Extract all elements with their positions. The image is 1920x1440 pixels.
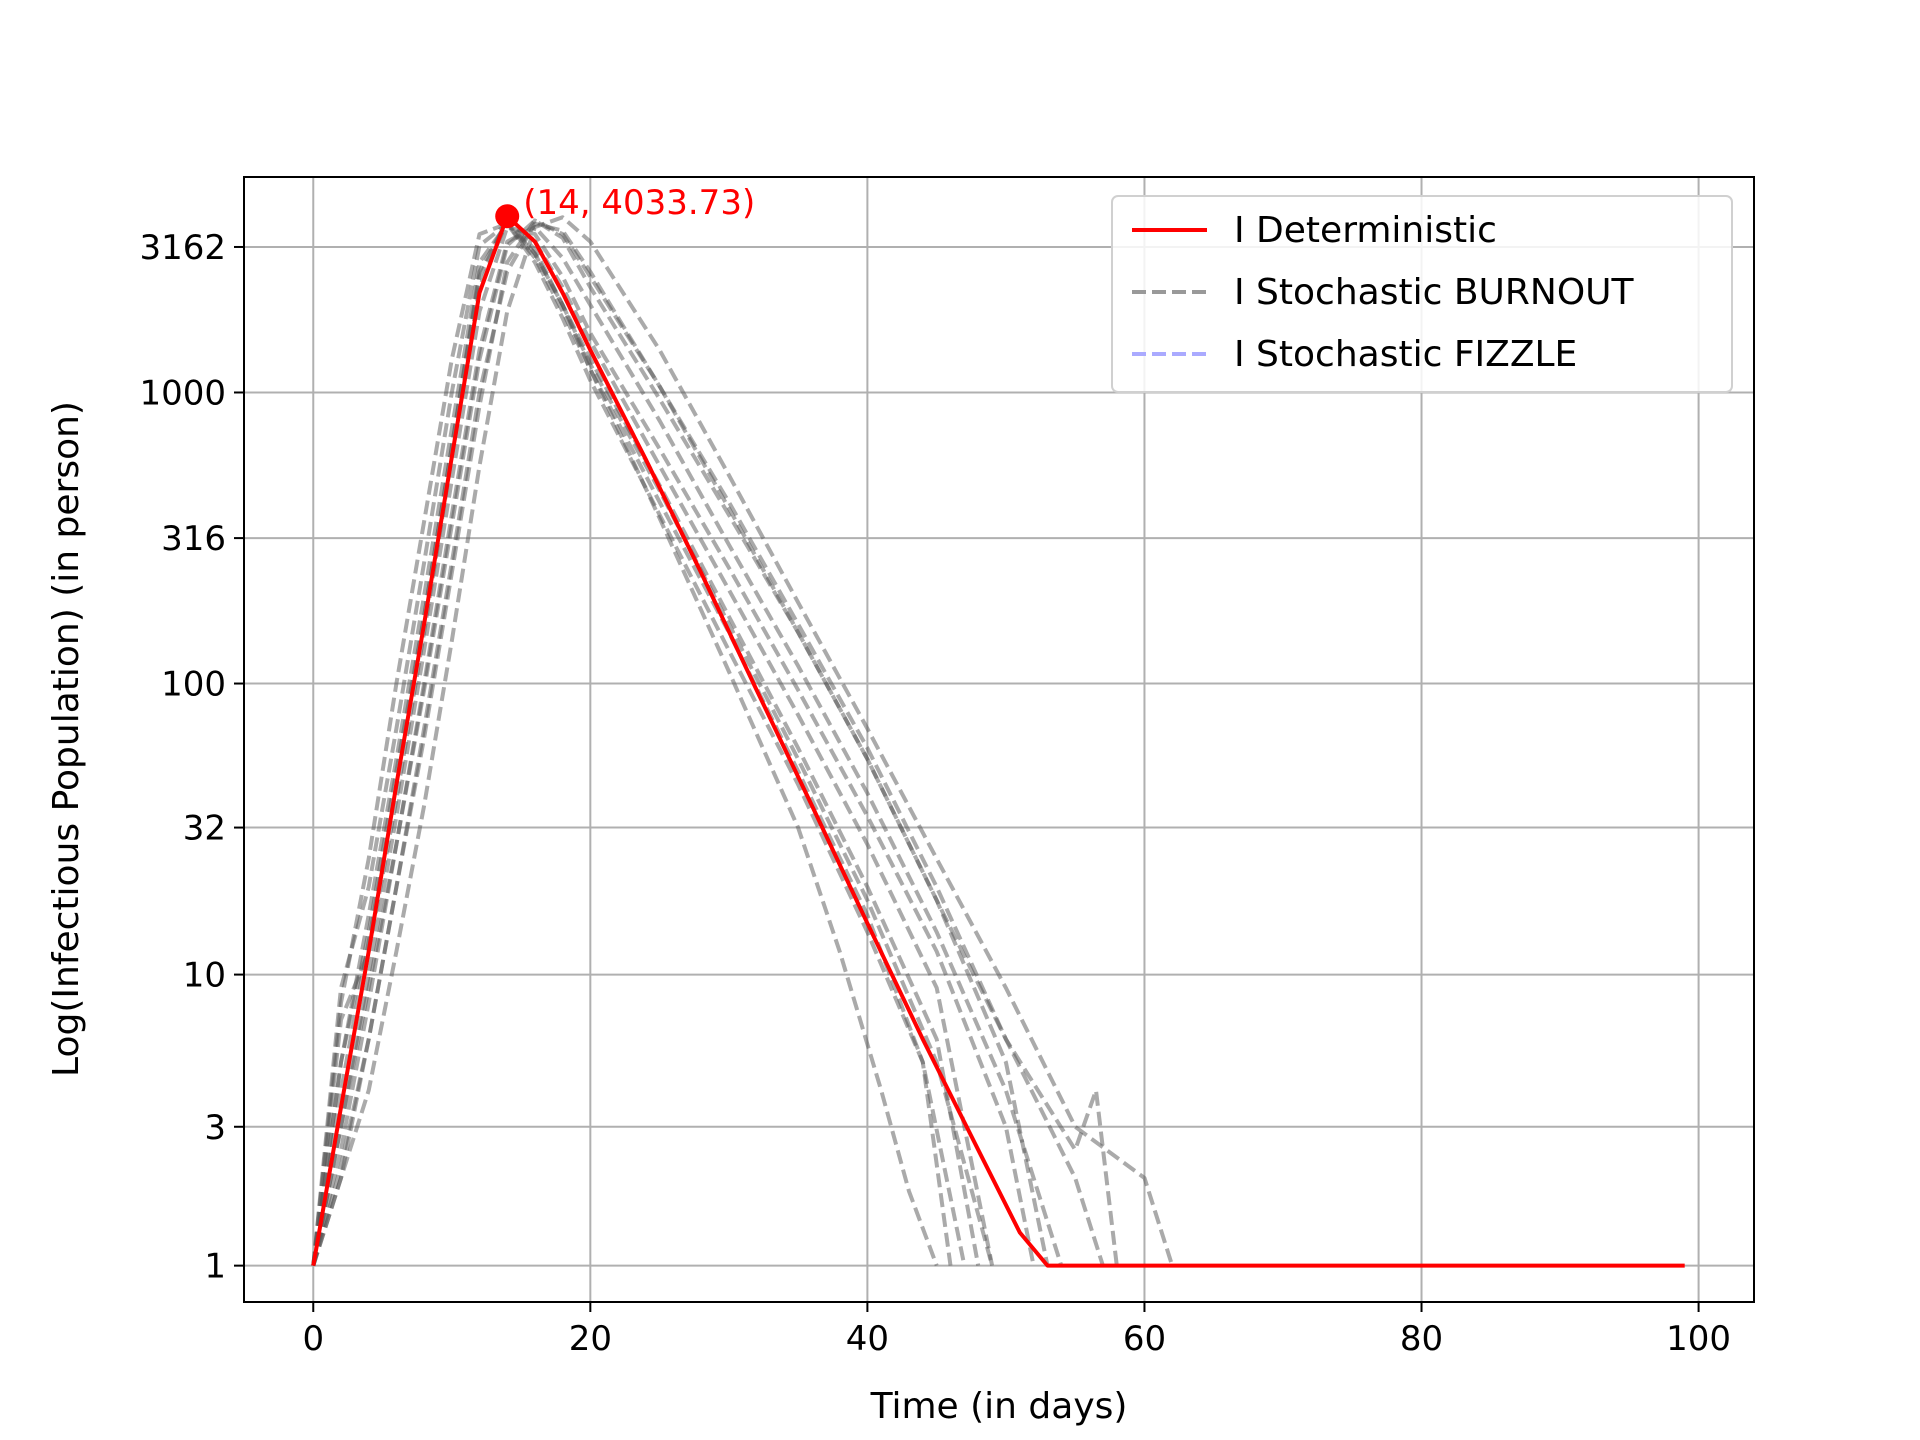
legend: I Deterministic I Stochastic BURNOUT I Sto… (1111, 195, 1733, 393)
stochastic-burnout-line (311, 225, 1064, 1267)
x-axis: 0 20 40 60 80 100 (302, 1302, 1731, 1359)
stochastic-burnout-line (311, 225, 1036, 1266)
grid (244, 177, 1754, 1302)
y-tick-label: 1000 (139, 373, 226, 413)
stochastic-burnout-line (311, 215, 1175, 1267)
series-group (311, 214, 1685, 1268)
y-tick-label: 1 (204, 1247, 226, 1287)
peak-marker (495, 204, 520, 229)
x-axis-label: Time (in days) (870, 1386, 1128, 1427)
legend-box (1111, 195, 1733, 393)
x-tick-label: 100 (1666, 1319, 1731, 1359)
stochastic-burnout-line (311, 221, 995, 1267)
y-tick-label: 316 (161, 519, 226, 559)
legend-entry-label: I Stochastic FIZZLE (1234, 334, 1577, 375)
x-tick-label: 20 (569, 1319, 612, 1359)
y-tick-label: 10 (183, 956, 226, 996)
stochastic-burnout-line (311, 218, 1105, 1267)
legend-entry-label: I Deterministic (1234, 210, 1497, 251)
y-tick-label: 3 (204, 1108, 226, 1148)
stochastic-burnout-line (311, 218, 939, 1267)
peak-annotation-label: (14, 4033.73) (523, 183, 755, 223)
x-tick-label: 40 (846, 1319, 889, 1359)
annotation-group: (14, 4033.73) (495, 183, 755, 229)
stochastic-burnout-line (311, 221, 967, 1267)
legend-entry-label: I Stochastic BURNOUT (1234, 272, 1635, 313)
x-tick-label: 60 (1123, 1319, 1166, 1359)
deterministic-line (311, 214, 1685, 1268)
y-tick-label: 32 (183, 809, 226, 849)
y-tick-label: 100 (161, 665, 226, 705)
y-axis-label: Log(Infectious Population) (in person) (46, 401, 87, 1077)
y-axis: 1 3 10 32 100 316 1000 3162 (139, 228, 244, 1287)
x-tick-label: 0 (302, 1319, 324, 1359)
plot-frame (243, 176, 1755, 1303)
x-tick-label: 80 (1400, 1319, 1443, 1359)
y-tick-label: 3162 (139, 228, 226, 268)
stochastic-burnout-line (311, 221, 953, 1266)
